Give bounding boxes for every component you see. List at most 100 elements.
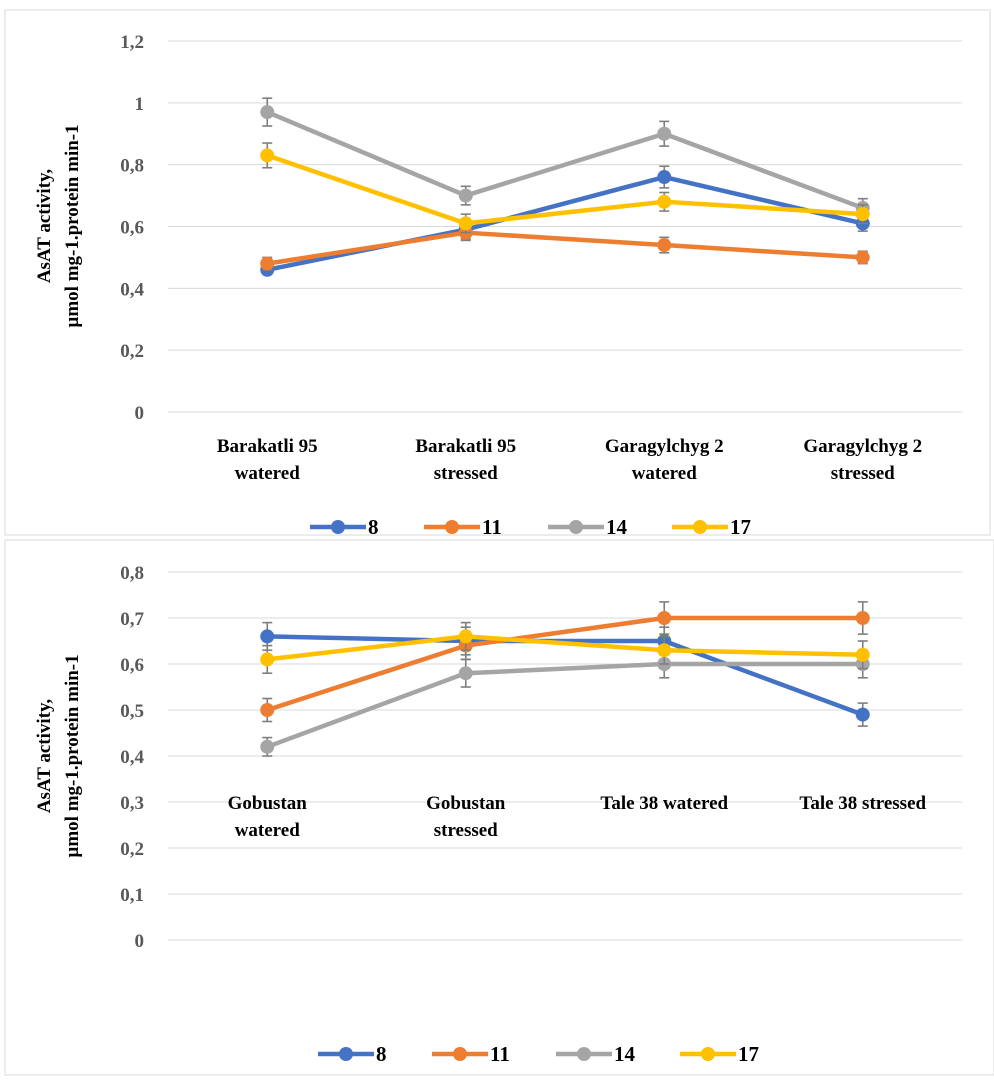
legend-swatch-marker	[445, 520, 459, 534]
chart-frame	[4, 539, 994, 1076]
data-point	[657, 611, 672, 625]
series-17	[260, 621, 870, 675]
data-point	[855, 611, 870, 625]
data-point	[260, 652, 275, 667]
data-point	[458, 216, 473, 231]
data-point	[260, 629, 275, 644]
y-tick-label: 0,6	[120, 218, 144, 239]
chart-frame	[4, 9, 991, 536]
y-tick-label: 0,6	[120, 655, 144, 676]
y-tick-label: 0,2	[120, 839, 144, 860]
x-category-label: stressed	[831, 463, 895, 484]
legend-item: 8	[318, 1042, 387, 1066]
y-axis-title: AsAT activity,	[34, 169, 55, 284]
x-category-label: watered	[235, 463, 301, 484]
y-tick-label: 0,7	[120, 609, 144, 630]
y-tick-label: 0	[135, 931, 145, 952]
series-11	[260, 224, 870, 271]
series-line	[266, 230, 863, 266]
y-tick-label: 0,5	[120, 701, 144, 722]
data-point	[657, 126, 672, 141]
legend-label: 11	[482, 515, 502, 539]
x-category-label: Gobustan	[426, 793, 506, 814]
legend-label: 17	[730, 515, 751, 539]
y-tick-label: 1,2	[120, 32, 144, 53]
x-category-label: Tale 38 stressed	[799, 793, 926, 814]
legend-item: 14	[548, 515, 628, 539]
data-point	[657, 194, 672, 209]
series-line	[266, 615, 863, 713]
x-category-label: Garagylchyg 2	[803, 436, 922, 457]
series-17	[260, 142, 870, 234]
series-line	[266, 110, 864, 211]
y-tick-label: 0,1	[120, 885, 144, 906]
legend-swatch-marker	[339, 1047, 353, 1061]
legend-label: 8	[368, 515, 379, 539]
legend-item: 11	[424, 515, 502, 539]
data-point	[260, 256, 275, 271]
legend-item: 17	[680, 1042, 759, 1066]
legend-label: 17	[738, 1042, 759, 1066]
legend-label: 14	[614, 1042, 636, 1066]
x-category-label: Barakatli 95	[217, 436, 318, 457]
y-tick-label: 1	[135, 94, 145, 115]
data-point	[657, 643, 672, 658]
series-line	[266, 153, 863, 226]
y-tick-label: 0,8	[120, 156, 144, 177]
series-line	[266, 174, 864, 272]
series-line	[267, 634, 864, 717]
y-tick-label: 0,3	[120, 793, 144, 814]
data-point	[855, 207, 870, 222]
x-category-label: stressed	[434, 820, 498, 841]
y-tick-label: 0,4	[120, 747, 144, 768]
y-tick-label: 0,2	[120, 341, 144, 362]
series-line	[266, 634, 863, 662]
y-axis-title: µmol mg-1.protein min-1	[62, 124, 83, 327]
x-category-label: Gobustan	[228, 793, 308, 814]
series-11	[260, 601, 870, 723]
legend-label: 14	[606, 515, 628, 539]
legend-item: 14	[556, 1042, 636, 1066]
x-category-label: Garagylchyg 2	[605, 436, 724, 457]
x-category-label: stressed	[434, 463, 498, 484]
data-point	[260, 148, 275, 163]
legend-label: 8	[376, 1042, 387, 1066]
series-line	[266, 661, 863, 749]
legend-swatch-marker	[693, 520, 707, 534]
data-point	[260, 739, 275, 754]
data-point	[855, 707, 870, 722]
data-point	[657, 238, 672, 253]
x-category-label: watered	[632, 463, 698, 484]
series-8	[260, 621, 870, 727]
data-point	[458, 666, 473, 681]
legend-swatch-marker	[331, 520, 345, 534]
data-point	[260, 105, 275, 120]
legend-item: 8	[310, 515, 379, 539]
x-category-label: watered	[235, 820, 301, 841]
chart-panel-bottom: 0 0,1 0,2 0,3 0,4 0,5 0,6 0,7 0,8 AsAT activity, µ…	[4, 539, 994, 1076]
legend-swatch-marker	[453, 1047, 467, 1061]
y-axis-title: µmol mg-1.protein min-1	[62, 654, 83, 857]
y-axis-title: AsAT activity,	[34, 699, 55, 814]
legend-item: 17	[672, 515, 751, 539]
legend-item: 11	[432, 1042, 510, 1066]
data-point	[458, 188, 473, 203]
data-point	[260, 703, 275, 717]
data-point	[458, 629, 473, 644]
data-point	[657, 170, 672, 185]
series-14	[260, 97, 870, 219]
chart-panel-top: 0 0,2 0,4 0,6 0,8 1 1,2 AsAT activity, µmol mg-1…	[4, 9, 991, 539]
legend-label: 11	[490, 1042, 510, 1066]
x-category-label: Barakatli 95	[415, 436, 516, 457]
series-14	[260, 649, 870, 757]
legend-swatch-marker	[569, 520, 583, 534]
data-point	[855, 250, 870, 265]
y-tick-label: 0	[135, 403, 145, 424]
y-tick-label: 0,4	[120, 279, 144, 300]
x-category-label: Tale 38 watered	[600, 793, 728, 814]
legend-swatch-marker	[577, 1047, 591, 1061]
y-tick-label: 0,8	[120, 563, 144, 584]
legend-swatch-marker	[701, 1047, 715, 1061]
data-point	[855, 647, 870, 662]
